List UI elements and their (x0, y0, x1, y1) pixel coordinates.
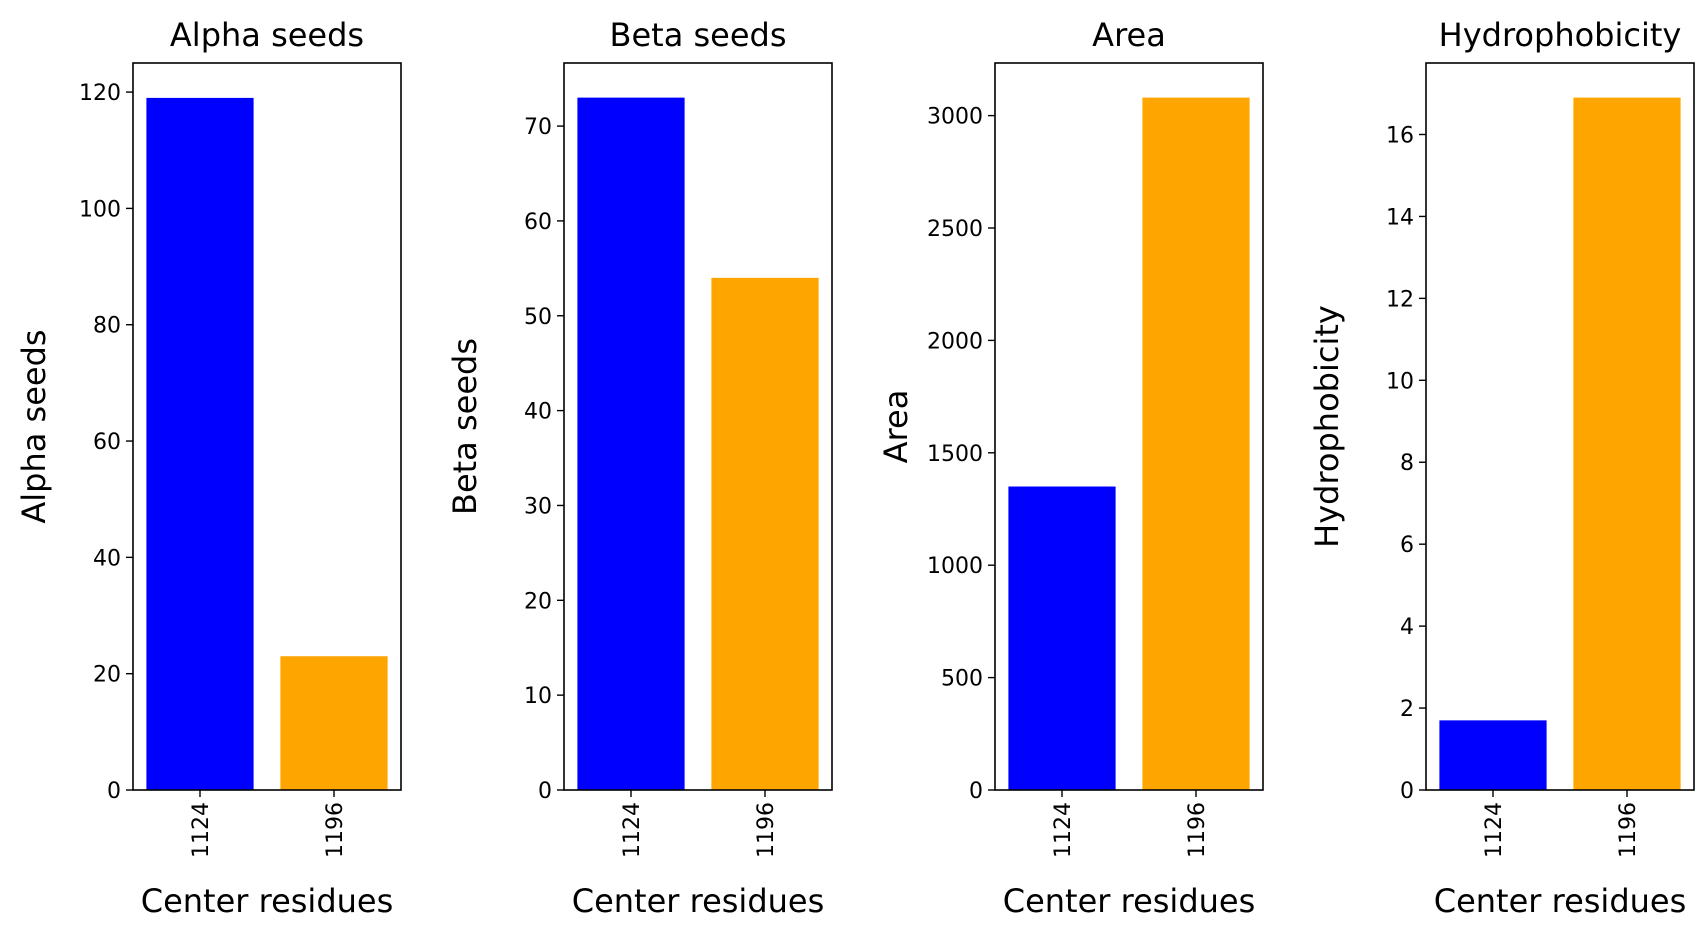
y-axis-label: Hydrophobicity (1308, 305, 1346, 548)
panel-title: Hydrophobicity (1439, 16, 1682, 54)
y-tick-label: 70 (524, 115, 552, 140)
x-axis-label: Center residues (572, 882, 825, 920)
x-axis-label: Center residues (1434, 882, 1687, 920)
y-tick-label: 0 (1400, 779, 1414, 804)
x-tick-label: 1196 (1185, 802, 1210, 858)
bar-1124 (577, 97, 685, 791)
panel-title: Area (1092, 16, 1166, 54)
y-tick-label: 2000 (927, 329, 983, 354)
y-tick-label: 3000 (927, 105, 983, 130)
bar-1196 (711, 277, 819, 791)
y-tick-label: 0 (538, 779, 552, 804)
y-axis-label: Beta seeds (446, 338, 484, 515)
x-tick-label: 1196 (323, 802, 348, 858)
y-tick-label: 50 (524, 305, 552, 330)
panel-title: Alpha seeds (170, 16, 364, 54)
y-tick-label: 60 (524, 210, 552, 235)
y-tick-label: 10 (524, 684, 552, 709)
bar-1124 (1439, 720, 1547, 790)
y-tick-label: 8 (1400, 451, 1414, 476)
y-tick-label: 60 (93, 430, 121, 455)
y-tick-label: 120 (79, 81, 121, 106)
bar-1196 (1573, 97, 1681, 791)
y-tick-label: 10 (1386, 369, 1414, 394)
y-tick-label: 4 (1400, 615, 1414, 640)
y-tick-label: 80 (93, 314, 121, 339)
y-tick-label: 500 (941, 667, 983, 692)
bar-1196 (1142, 97, 1250, 791)
y-tick-label: 1000 (927, 554, 983, 579)
y-axis-label: Alpha seeds (15, 329, 53, 523)
chart-panel-2: 0 10 20 30 40 50 60 70 1124 1196 Beta seeds Center … (446, 16, 833, 920)
axes-frame (994, 62, 1264, 791)
y-tick-label: 30 (524, 494, 552, 519)
y-tick-label: 100 (79, 197, 121, 222)
x-tick-label: 1124 (189, 802, 214, 858)
y-tick-label: 20 (93, 663, 121, 688)
chart-panel-1: 0 20 40 60 80 100 120 1124 1196 Alpha seeds Center… (15, 16, 402, 920)
y-tick-label: 40 (93, 546, 121, 571)
y-tick-label: 0 (107, 779, 121, 804)
axes-frame (563, 62, 833, 791)
x-tick-label: 1124 (1051, 802, 1076, 858)
axes-frame (132, 62, 402, 791)
x-tick-label: 1196 (1616, 802, 1641, 858)
y-tick-label: 20 (524, 589, 552, 614)
y-tick-label: 16 (1386, 123, 1414, 148)
y-tick-label: 12 (1386, 287, 1414, 312)
bar-1196 (280, 656, 388, 790)
y-tick-label: 2 (1400, 697, 1414, 722)
y-tick-label: 2500 (927, 217, 983, 242)
y-axis-label: Area (877, 390, 915, 464)
x-axis-label: Center residues (1003, 882, 1256, 920)
y-tick-label: 14 (1386, 205, 1414, 230)
bar-1124 (1008, 486, 1116, 790)
x-tick-label: 1124 (620, 802, 645, 858)
bar-1124 (146, 97, 254, 791)
x-tick-label: 1196 (754, 802, 779, 858)
panel-title: Beta seeds (610, 16, 787, 54)
y-tick-label: 0 (969, 779, 983, 804)
y-tick-label: 40 (524, 400, 552, 425)
y-tick-label: 1500 (927, 442, 983, 467)
axes-frame (1425, 62, 1695, 791)
x-tick-label: 1124 (1482, 802, 1507, 858)
y-tick-label: 6 (1400, 533, 1414, 558)
x-axis-label: Center residues (141, 882, 394, 920)
chart-panel-4: 0 2 4 6 8 10 12 14 16 1124 1196 Hydrophobicity Cente… (1308, 16, 1695, 920)
chart-panel-3: 0 500 1000 1500 2000 2500 3000 1124 1196 Area Cent… (877, 16, 1264, 920)
